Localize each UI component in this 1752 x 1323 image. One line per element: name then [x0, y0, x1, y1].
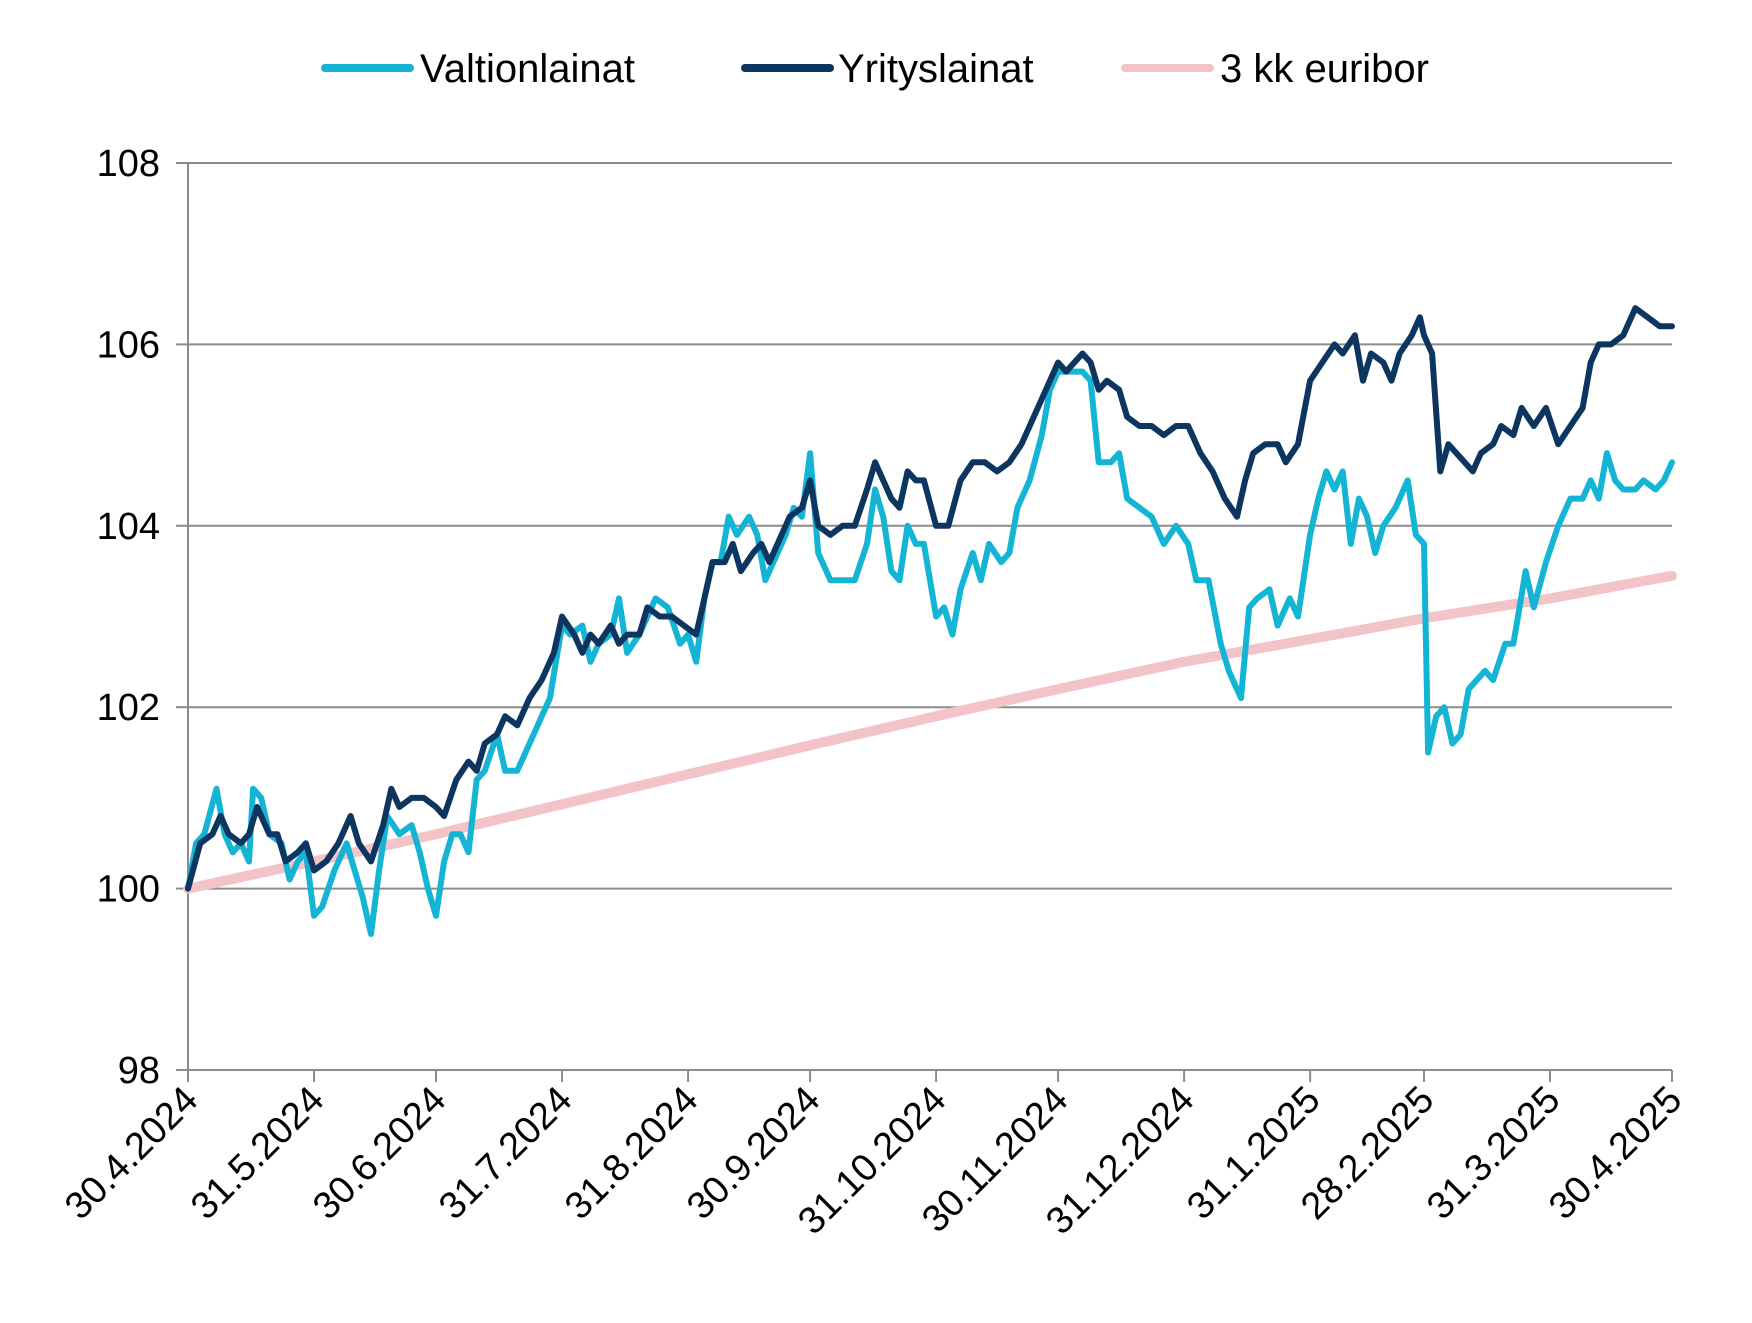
y-tick-label-102: 102	[97, 687, 160, 729]
series-line-yrityslainat	[185, 305, 1675, 892]
legend-label-valtionlainat: Valtionlainat	[420, 47, 635, 91]
x-tick-label-0: 30.4.2024	[57, 1079, 206, 1228]
legend-entry-yrityslainat: Yrityslainat	[741, 47, 1034, 91]
x-tick-label-4: 31.8.2024	[557, 1079, 706, 1228]
x-tick-label-1: 31.5.2024	[183, 1079, 332, 1228]
legend-entry-3kk-euribor: 3 kk euribor	[1121, 47, 1429, 91]
legend-entry-valtionlainat: Valtionlainat	[321, 47, 635, 91]
series-lines	[183, 305, 1677, 937]
y-axis-ticks: 98 100 102 104 106 108	[97, 143, 188, 1092]
series-line-valtionlainat	[185, 368, 1675, 937]
y-tick-label-108: 108	[97, 143, 160, 185]
legend-label-yrityslainat: Yrityslainat	[838, 47, 1034, 91]
y-tick-label-106: 106	[97, 324, 160, 366]
y-tick-label-104: 104	[97, 506, 160, 548]
legend-label-3kk-euribor: 3 kk euribor	[1220, 47, 1429, 91]
x-tick-label-3: 31.7.2024	[431, 1079, 580, 1228]
gridlines	[188, 162, 1672, 890]
y-tick-label-98: 98	[118, 1050, 160, 1092]
x-axis-ticks: 30.4.202431.5.202430.6.202431.7.202431.8…	[57, 1070, 1690, 1243]
y-tick-label-100: 100	[97, 869, 160, 911]
x-tick-label-12: 30.4.2025	[1541, 1079, 1690, 1228]
x-tick-label-2: 30.6.2024	[305, 1079, 454, 1228]
x-tick-label-11: 31.3.2025	[1419, 1079, 1568, 1228]
legend: Valtionlainat Yrityslainat 3 kk euribor	[321, 47, 1429, 91]
